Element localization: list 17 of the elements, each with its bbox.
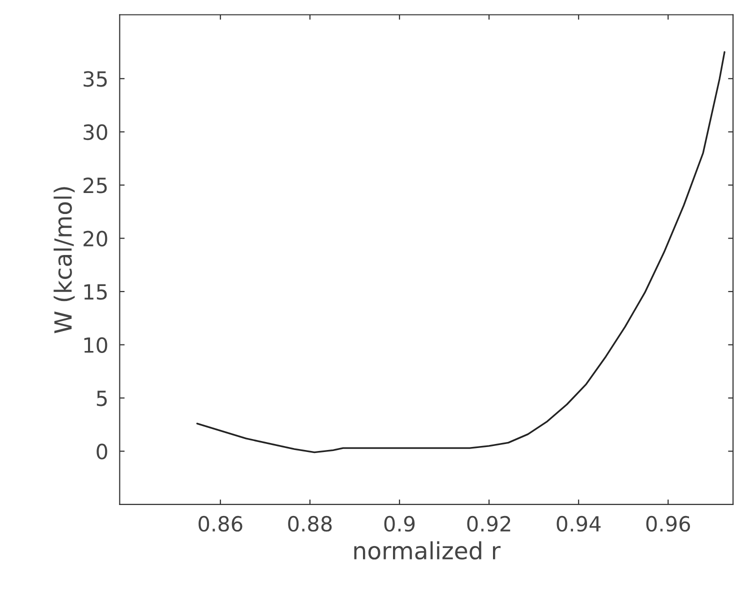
y-axis-title: W (kcal/mol) [54, 187, 75, 334]
y-tick-label: 5 [96, 390, 107, 406]
y-tick-label: 15 [84, 284, 107, 300]
x-tick-label: 0.86 [198, 516, 242, 532]
y-tick-label: 0 [96, 444, 108, 460]
y-tick-label: 35 [84, 71, 107, 87]
y-tick-label: 30 [84, 124, 108, 140]
x-tick-label: 0.94 [556, 516, 601, 532]
x-tick-label: 0.88 [288, 516, 332, 532]
y-tick-label: 20 [84, 230, 108, 247]
x-tick-label: 0.96 [646, 516, 690, 532]
y-tick-label: 25 [84, 178, 107, 194]
x-tick-label: 0.92 [467, 516, 510, 532]
y-tick-label: 10 [84, 337, 108, 353]
line-series [196, 51, 726, 454]
x-tick-label: 0.9 [384, 516, 415, 532]
x-axis-title: normalized r [354, 541, 501, 560]
